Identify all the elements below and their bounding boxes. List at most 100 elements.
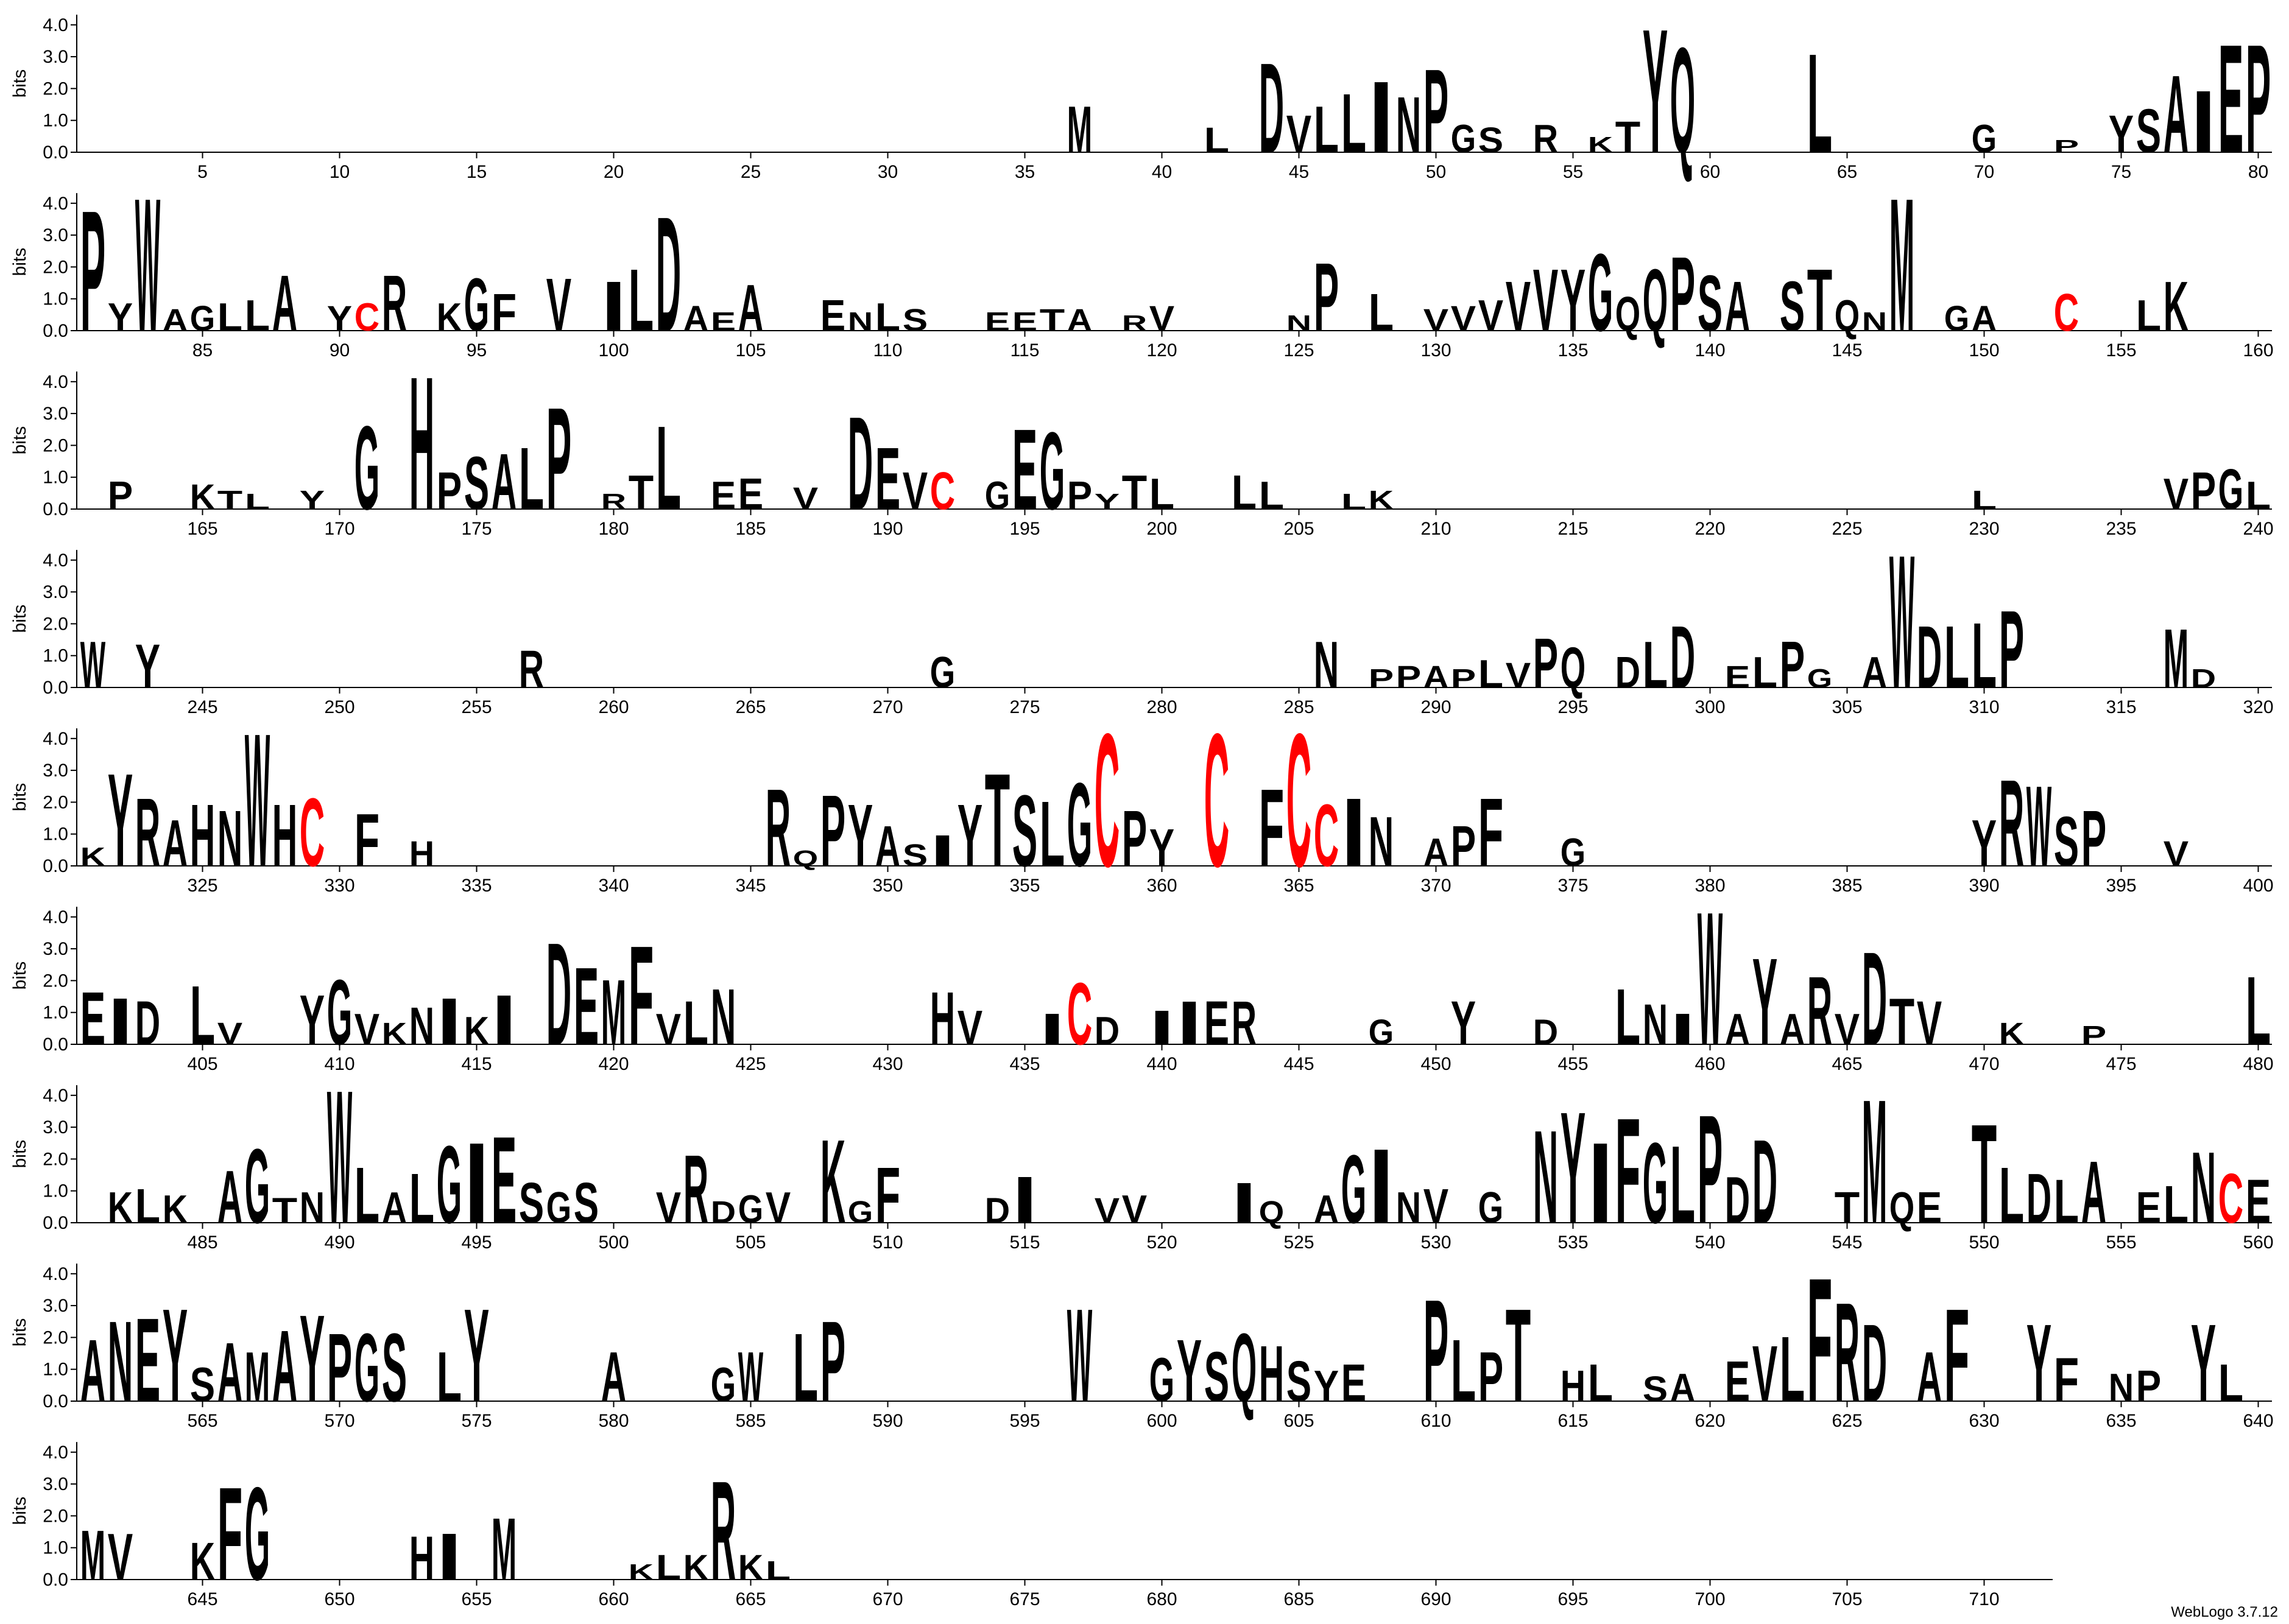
letter-stack: K: [382, 1016, 407, 1051]
x-tick-label: 655: [461, 1589, 492, 1609]
x-tick-label: 260: [598, 697, 629, 717]
x-tick-label: 425: [735, 1054, 766, 1074]
letter: P: [2191, 461, 2216, 521]
letter: A: [1067, 303, 1092, 337]
letter: L: [1204, 121, 1229, 160]
letter: F: [875, 1151, 900, 1240]
letter-stack: S: [903, 303, 928, 337]
letter-stack: T: [272, 1191, 297, 1231]
y-tick-label: 2.0: [43, 435, 68, 455]
x-tick-label: 705: [1832, 1589, 1862, 1609]
x-tick-label: 530: [1420, 1232, 1451, 1253]
x-tick-label: 90: [330, 340, 350, 360]
y-tick-label: 4.0: [43, 1443, 68, 1463]
x-tick-label: 385: [1832, 876, 1862, 896]
letter-stack: K: [1588, 132, 1613, 157]
letter-stack: V: [217, 1016, 242, 1051]
y-tick-label: 3.0: [43, 1296, 68, 1316]
letter-stack: G: [985, 473, 1010, 518]
letter: V: [656, 1183, 681, 1232]
letter-stack: C: [1067, 965, 1092, 1064]
letter: S: [903, 838, 928, 873]
x-tick-label: 565: [187, 1411, 217, 1431]
letter-stack: P: [820, 775, 845, 888]
letter: P: [2054, 136, 2079, 156]
y-tick-label: 4.0: [43, 15, 68, 35]
letter-stack: N: [2191, 1131, 2216, 1245]
letter-stack: L: [135, 1179, 160, 1233]
letter: L: [1259, 473, 1284, 518]
x-tick-label: 635: [2106, 1411, 2136, 1431]
letter: K: [1369, 485, 1394, 515]
letter-stack: Y: [108, 295, 133, 339]
letter: V: [217, 1016, 242, 1051]
letter: C: [354, 295, 379, 339]
letter-stack: A: [80, 1322, 105, 1421]
letter-stack: V: [1451, 299, 1476, 339]
letter: P: [437, 461, 462, 521]
letter: N: [1286, 311, 1311, 336]
letter: L: [2054, 1167, 2079, 1236]
letter-stack: V: [1917, 989, 1942, 1058]
letter-stack: L: [1232, 465, 1257, 519]
letter-stack: V: [108, 1520, 133, 1594]
letter: V: [903, 461, 928, 521]
letter-stack: P: [1369, 664, 1394, 694]
y-tick-label: 0.0: [43, 142, 68, 163]
letter: I: [2191, 73, 2216, 172]
letter: A: [1862, 647, 1887, 697]
letter: Y: [464, 1281, 489, 1429]
letter: R: [601, 489, 626, 514]
letter-stack: L: [1944, 608, 1969, 707]
letter-stack: L: [245, 290, 270, 340]
x-tick-label: 275: [1009, 697, 1040, 717]
x-tick-label: 460: [1695, 1054, 1725, 1074]
letter-stack: F: [629, 916, 654, 1075]
y-tick-label: 4.0: [43, 1086, 68, 1106]
letter-stack: G: [2218, 457, 2243, 522]
letter-stack: V: [1506, 656, 1531, 695]
letter-stack: H: [1561, 1361, 1585, 1410]
letter-stack: W: [1698, 873, 1723, 1086]
letter-stack: N: [217, 794, 242, 883]
letter-stack: P: [1698, 1083, 1723, 1256]
letter-stack: Y: [2026, 1301, 2051, 1425]
letter: E: [2246, 1167, 2271, 1236]
letter: M: [245, 1337, 270, 1416]
y-tick-label: 1.0: [43, 289, 68, 309]
letter-stack: D: [2026, 1159, 2051, 1238]
letter-stack: N: [1396, 1183, 1421, 1232]
letter: Y: [1314, 1361, 1339, 1410]
letter-stack: Y: [464, 1281, 489, 1429]
letter: G: [930, 647, 955, 697]
letter: R: [1999, 754, 2024, 892]
y-tick-label: 2.0: [43, 1149, 68, 1169]
letter: C: [2218, 1159, 2243, 1238]
letter-stack: N: [108, 1298, 133, 1426]
letter: S: [1780, 267, 1805, 346]
letter-stack: I: [930, 826, 955, 875]
x-tick-label: 465: [1832, 1054, 1862, 1074]
letter: E: [985, 307, 1010, 337]
x-tick-label: 640: [2243, 1411, 2273, 1431]
letter: I: [1177, 989, 1202, 1058]
letter-stack: W: [738, 1337, 764, 1416]
letter: L: [217, 295, 242, 339]
letter-stack: G: [1588, 231, 1613, 354]
letter-stack: C: [1314, 787, 1339, 885]
letter-stack: V: [1149, 299, 1174, 339]
letter: F: [492, 283, 517, 342]
letter: Y: [327, 299, 352, 339]
x-tick-label: 710: [1969, 1589, 1999, 1609]
y-axis-label: bits: [10, 426, 30, 455]
credit: WebLogo 3.7.12: [2171, 1604, 2278, 1620]
y-tick-label: 2.0: [43, 792, 68, 812]
letter-stack: L: [1149, 469, 1174, 518]
x-tick-label: 125: [1283, 340, 1314, 360]
letter-stack: T: [1972, 1095, 1997, 1253]
letter-stack: A: [1780, 1004, 1805, 1053]
letter: I: [1232, 1171, 1257, 1236]
letter-stack: W: [1889, 516, 1914, 729]
letter: A: [2164, 52, 2188, 176]
letter: L: [875, 295, 900, 339]
